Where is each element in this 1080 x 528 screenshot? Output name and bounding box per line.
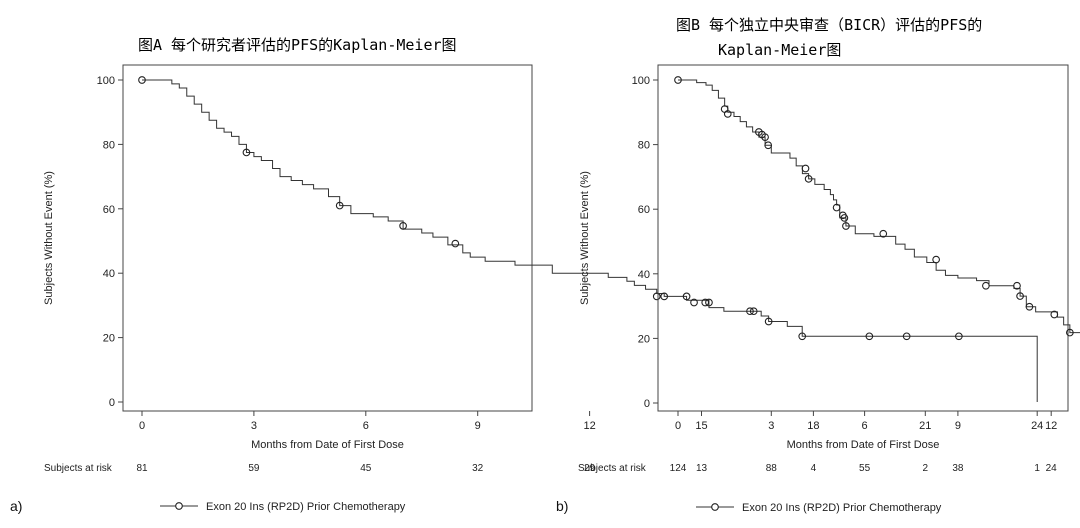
x-tick-label: 15 <box>695 420 707 432</box>
plot-frame-a <box>122 64 533 412</box>
y-axis-label: Subjects Without Event (%) <box>579 171 591 305</box>
risk-count: 55 <box>859 463 871 474</box>
risk-count: 88 <box>766 463 778 474</box>
censor-mark <box>701 298 710 307</box>
risk-count: 29 <box>584 463 596 474</box>
censor-mark <box>761 133 769 142</box>
y-tick-label: 60 <box>638 204 650 216</box>
censor-mark <box>660 292 669 301</box>
x-tick-label: 0 <box>139 420 145 432</box>
x-tick-label: 9 <box>955 420 961 432</box>
risk-count: 81 <box>136 463 148 474</box>
censor-mark <box>764 141 773 150</box>
panel-a-title: 图A 每个研究者评估的PFS的Kaplan-Meier图 <box>138 36 457 54</box>
y-tick-label: 20 <box>638 333 650 345</box>
risk-table-label: Subjects at risk <box>578 463 647 474</box>
panel-b-title-line2: Kaplan-Meier图 <box>718 41 842 59</box>
panel-b-title-line1: 图B 每个独立中央审查（BICR）评估的PFS的 <box>676 16 983 34</box>
x-tick-label: 6 <box>862 420 868 432</box>
censor-mark <box>902 332 911 341</box>
censor-mark <box>982 281 990 290</box>
legend-marker <box>175 502 183 510</box>
censor-mark <box>798 332 807 341</box>
x-tick-label: 24 <box>1031 420 1043 432</box>
plot-frame-b <box>657 64 1069 412</box>
censor-mark <box>1016 292 1024 300</box>
x-tick-label: 12 <box>1045 420 1057 432</box>
censor-mark <box>451 239 460 248</box>
censor-mark <box>955 332 963 341</box>
censor-mark <box>242 148 251 157</box>
censor-mark <box>682 292 691 301</box>
km-curve-a <box>142 79 1038 402</box>
censor-mark <box>932 255 940 264</box>
legend-label: Exon 20 Ins (RP2D) Prior Chemotherapy <box>206 501 406 513</box>
censor-mark <box>840 214 849 222</box>
risk-count: 59 <box>248 463 260 474</box>
censor-mark <box>865 332 874 341</box>
legend-marker <box>711 503 719 511</box>
x-tick-label: 9 <box>475 420 481 432</box>
risk-count: 45 <box>360 463 372 474</box>
risk-count: 13 <box>696 463 708 474</box>
legend-label: Exon 20 Ins (RP2D) Prior Chemotherapy <box>742 502 942 514</box>
censor-mark <box>652 292 661 301</box>
censor-mark <box>749 307 758 316</box>
risk-count: 4 <box>811 463 817 474</box>
censor-mark <box>842 222 850 230</box>
censor-mark <box>879 229 888 238</box>
y-tick-label: 40 <box>103 268 115 280</box>
x-axis-label: Months from Date of First Dose <box>787 439 940 451</box>
y-tick-label: 20 <box>103 333 115 345</box>
risk-count: 2 <box>923 463 929 474</box>
censor-mark <box>1050 310 1059 319</box>
x-axis-label: Months from Date of First Dose <box>251 439 404 451</box>
x-tick-label: 6 <box>363 420 369 432</box>
censor-mark <box>720 105 729 113</box>
censor-mark <box>1013 281 1021 290</box>
y-tick-label: 0 <box>644 398 650 410</box>
censor-mark <box>723 110 732 118</box>
censor-mark <box>138 76 146 84</box>
censor-mark <box>746 307 754 316</box>
censor-mark <box>801 164 810 173</box>
risk-count: 24 <box>1046 463 1058 474</box>
x-tick-label: 18 <box>807 420 819 432</box>
risk-count: 124 <box>670 463 687 474</box>
y-tick-label: 80 <box>103 139 115 151</box>
y-tick-label: 40 <box>638 269 650 281</box>
risk-count: 38 <box>952 463 964 474</box>
risk-count: 1 <box>1034 463 1040 474</box>
censor-mark <box>804 174 813 183</box>
risk-table-label: Subjects at risk <box>44 463 113 474</box>
x-tick-label: 0 <box>675 420 681 432</box>
x-tick-label: 21 <box>919 420 931 432</box>
y-axis-label: Subjects Without Event (%) <box>43 171 55 305</box>
censor-mark <box>705 298 713 307</box>
censor-mark <box>832 203 841 212</box>
censor-mark <box>1025 302 1034 311</box>
y-tick-label: 60 <box>103 204 115 216</box>
x-tick-label: 3 <box>768 420 774 432</box>
panel-a-label: a) <box>10 498 23 514</box>
panel-b-label: b) <box>556 498 569 514</box>
y-tick-label: 80 <box>638 140 650 152</box>
x-tick-label: 3 <box>251 420 257 432</box>
censor-mark <box>335 201 344 210</box>
censor-mark <box>674 76 682 84</box>
y-tick-label: 100 <box>97 75 115 87</box>
km-curve-b <box>678 79 1080 334</box>
y-tick-label: 100 <box>632 75 650 87</box>
censor-mark <box>1066 328 1074 337</box>
censor-mark <box>399 222 407 230</box>
risk-count: 32 <box>472 463 484 474</box>
x-tick-label: 12 <box>583 420 595 432</box>
censor-mark <box>764 317 773 326</box>
y-tick-label: 0 <box>109 397 115 409</box>
censor-mark <box>690 298 698 307</box>
